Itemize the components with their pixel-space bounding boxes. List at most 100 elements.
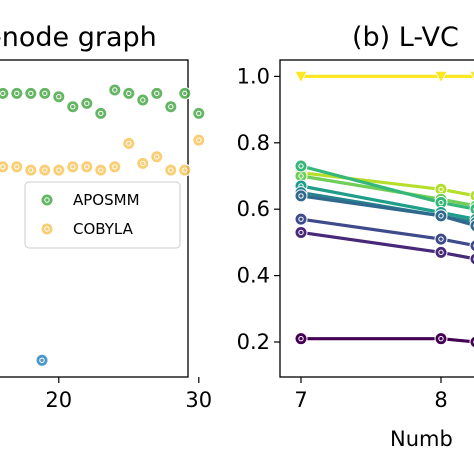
left-scatter-point-ring <box>98 110 104 117</box>
right-series-marker <box>294 71 308 84</box>
left-scatter-point <box>178 163 192 177</box>
legend-marker-cobyla-inner <box>44 226 50 232</box>
left-x-ticks: 20 30 <box>45 377 212 412</box>
left-scatter-point-ring <box>70 104 76 110</box>
right-series-marker-ring <box>298 335 304 342</box>
right-series-marker <box>294 212 308 226</box>
left-scatter-point-ring <box>0 164 6 170</box>
left-scatter-point-ring <box>98 167 104 173</box>
right-marks <box>294 71 474 349</box>
right-series-marker <box>469 239 474 252</box>
left-scatter-point-ring <box>168 104 174 110</box>
right-series-marker-ring <box>438 236 444 242</box>
right-series-marker-ring <box>298 229 304 236</box>
left-scatter-point-ring <box>0 90 6 97</box>
right-y-tick-label: 0.4 <box>237 264 270 288</box>
right-series-marker <box>434 245 448 259</box>
right-series-marker <box>294 225 308 239</box>
right-x-axis-label: Numb <box>390 427 453 451</box>
legend-marker-aposmm-inner <box>44 197 50 203</box>
left-x-tick-label: 30 <box>185 388 212 412</box>
left-scatter-point-ring <box>42 167 48 173</box>
left-scatter-point-ring <box>42 90 48 97</box>
left-scatter-point <box>192 133 206 147</box>
right-series-marker-ring <box>438 186 444 192</box>
left-scatter-point-ring <box>154 90 160 97</box>
left-scatter-point-ring <box>39 357 45 363</box>
left-scatter-point-ring <box>140 160 146 167</box>
left-scatter-point-ring <box>28 167 34 173</box>
left-scatter-point <box>150 150 164 164</box>
left-scatter-point <box>24 86 38 100</box>
left-scatter-point <box>80 160 94 174</box>
left-scatter-point <box>108 83 122 97</box>
left-scatter-point <box>10 86 24 100</box>
right-series-marker-ring <box>298 216 304 222</box>
left-scatter-point-ring <box>196 110 202 117</box>
left-scatter-point <box>136 93 150 107</box>
left-legend: APOSMM COBYLA <box>24 181 181 249</box>
left-scatter-point <box>35 353 49 367</box>
right-y-tick-label: 1.0 <box>237 64 270 88</box>
left-scatter-point-ring <box>112 164 118 170</box>
right-series-marker-ring <box>298 163 304 169</box>
right-series-marker <box>469 252 474 266</box>
left-x-tick-label: 20 <box>45 388 72 412</box>
left-scatter-point <box>0 86 10 100</box>
right-series-line <box>300 217 474 247</box>
right-series-marker <box>469 335 474 349</box>
legend-marker-cobyla <box>40 222 54 236</box>
left-scatter-point <box>94 163 108 177</box>
left-scatter-point <box>38 86 52 100</box>
left-scatter-point-ring <box>182 90 188 97</box>
right-y-tick-label: 0.8 <box>237 131 270 155</box>
left-scatter-point <box>10 160 24 174</box>
right-series-line <box>300 230 474 261</box>
right-series-marker <box>434 209 448 223</box>
left-scatter-point-ring <box>196 137 202 143</box>
right-y-ticks: 0.2 0.4 0.6 0.8 1.0 <box>237 64 280 354</box>
right-series-marker <box>469 219 474 232</box>
left-scatter-point <box>24 163 38 177</box>
right-plot-frame <box>279 59 474 378</box>
left-scatter-point <box>94 106 108 120</box>
right-series-marker-ring <box>438 199 444 206</box>
left-scatter-point <box>108 160 122 174</box>
left-scatter-point <box>52 90 66 104</box>
left-scatter-point <box>164 163 178 177</box>
right-series-line <box>301 337 474 344</box>
left-plot-frame <box>0 59 189 378</box>
left-scatter-point-ring <box>84 100 90 107</box>
left-scatter-point-ring <box>56 94 62 100</box>
right-y-tick-label: 0.6 <box>237 197 270 221</box>
legend-marker-aposmm <box>40 193 54 207</box>
left-scatter-point <box>136 156 150 170</box>
right-chart-title: (b) L-VC <box>352 22 459 53</box>
right-series-marker <box>469 189 474 203</box>
left-scatter-point <box>66 160 80 174</box>
left-scatter-point-ring <box>28 90 34 97</box>
left-scatter-point-ring <box>70 164 76 170</box>
right-series-marker-ring <box>298 173 304 179</box>
right-series-marker <box>434 71 448 84</box>
left-scatter-point <box>0 160 10 174</box>
right-x-tick-label: 8 <box>434 388 447 412</box>
left-scatter-point <box>38 163 52 177</box>
left-scatter-point <box>150 86 164 100</box>
left-scatter-point-ring <box>126 90 132 97</box>
left-scatter-point-ring <box>126 140 132 147</box>
left-scatter-point <box>178 86 192 100</box>
left-chart-title: -node graph <box>0 22 157 53</box>
left-scatter-point <box>66 100 80 114</box>
right-series-marker <box>294 332 308 346</box>
left-scatter-point <box>122 136 136 150</box>
left-scatter-point-ring <box>168 167 174 173</box>
legend-label-cobyla: COBYLA <box>73 220 134 238</box>
right-x-tick-label: 7 <box>294 388 307 412</box>
right-series-marker <box>469 71 474 80</box>
left-scatter-point <box>80 96 94 110</box>
left-panel: -node graph 20 30 APOSMM COBYLA <box>0 22 212 412</box>
left-scatter-point-ring <box>154 154 160 160</box>
